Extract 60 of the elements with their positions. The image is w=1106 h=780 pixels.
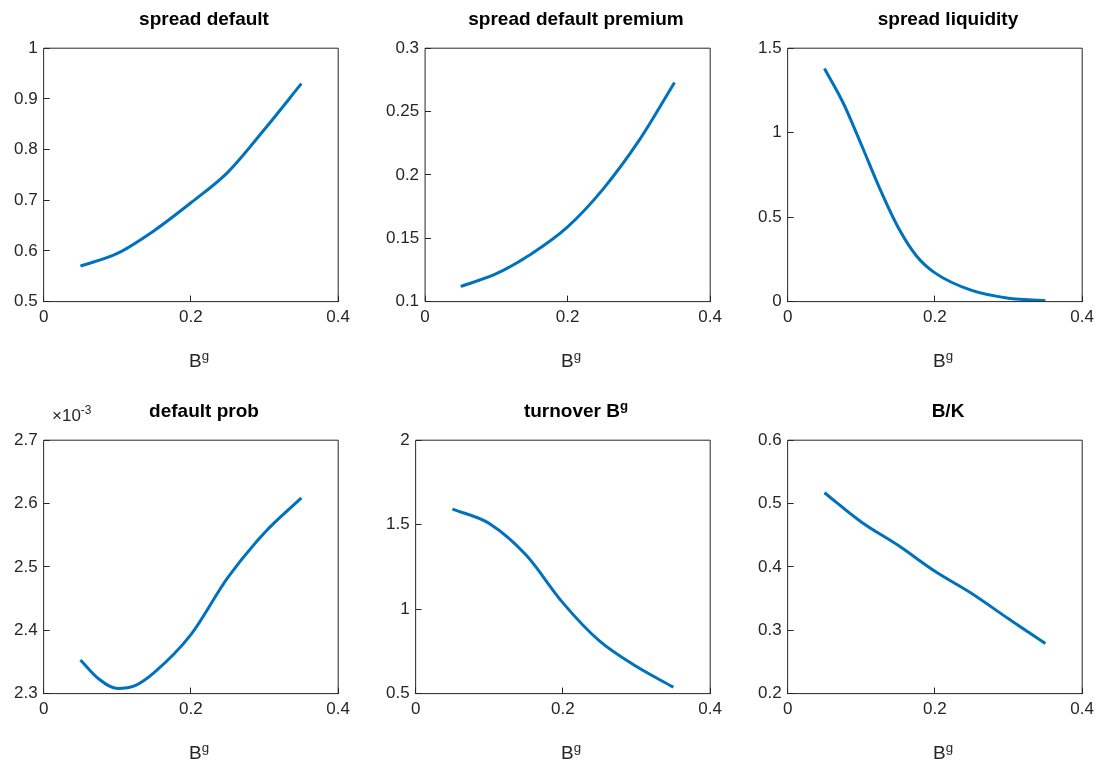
x-tick-label: 0.4 [1070, 699, 1094, 719]
y-tick-label: 0.3 [395, 37, 420, 57]
x-axis-title: B$^{g}$ [187, 347, 211, 372]
x-tick-label: 0.4 [698, 307, 722, 327]
line-series [822, 491, 1047, 646]
line-series [822, 66, 1047, 302]
y-tick-label: 2.3 [13, 683, 38, 703]
chart-title: spread default [138, 8, 270, 30]
y-tick-label: 0.25 [385, 101, 420, 121]
x-tick-label: 0.4 [1070, 307, 1094, 327]
x-axis-title: B$^{g}$ [559, 739, 583, 764]
y-tick-label: 0.5 [13, 291, 38, 311]
y-tick-label: 0.3 [757, 619, 782, 639]
y-tick-label: 1.5 [385, 514, 410, 534]
text: ×10$^{-3}$ [52, 403, 92, 426]
y-tick-label: 2.7 [13, 429, 38, 449]
y-tick-label: 0.4 [757, 556, 782, 576]
x-axis-title: B$^{g}$ [187, 739, 211, 764]
y-tick-label: 0 [772, 291, 782, 311]
x-tick-label: 0.4 [698, 699, 722, 719]
y-tick-label: 0.5 [385, 683, 410, 703]
line-series [450, 507, 675, 689]
y-tick-label: 0.2 [395, 164, 420, 184]
x-tick-label: 0.2 [923, 699, 947, 719]
y-tick-label: 2.4 [13, 619, 38, 639]
y-tick-label: 2.5 [13, 556, 38, 576]
y-tick-label: 0.7 [13, 189, 38, 209]
y-tick-label: 0.8 [13, 139, 38, 159]
y-tick-label: 2.6 [13, 493, 38, 513]
line-series [78, 82, 303, 268]
y-tick-label: 1 [400, 598, 410, 618]
x-axis-title: B$^{g}$ [931, 347, 955, 372]
y-tick-label: 0.1 [395, 291, 420, 311]
chart-title: spread default premium [467, 8, 685, 30]
y-tick-label: 1 [772, 122, 782, 142]
y-tick-label: 0.5 [757, 493, 782, 513]
chart-title: default prob [149, 400, 259, 421]
x-tick-label: 0.4 [326, 307, 350, 327]
y-tick-label: 1 [28, 37, 38, 57]
y-tick-label: 0.6 [757, 429, 782, 449]
chart-title: turnover B$^{g}$ [522, 397, 630, 422]
line-series [78, 496, 303, 691]
x-axis-title: B$^{g}$ [931, 739, 955, 764]
chart-title: spread liquidity [876, 8, 1020, 30]
y-tick-label: 0.6 [13, 240, 38, 260]
x-tick-label: 0.2 [555, 307, 580, 327]
x-tick-label: 0.2 [179, 307, 203, 327]
y-tick-label: 0.15 [385, 227, 420, 247]
y-tick-label: 0.9 [13, 88, 38, 108]
x-tick-label: 0.2 [551, 699, 575, 719]
y-tick-label: 0.2 [757, 683, 782, 703]
chart-title: B/K [930, 400, 966, 422]
x-tick-label: 0.4 [326, 699, 350, 719]
x-tick-label: 0.2 [179, 699, 203, 719]
x-tick-label: 0.2 [923, 307, 947, 327]
line-series [459, 80, 677, 288]
y-tick-label: 2 [400, 429, 410, 449]
x-axis-title: B$^{g}$ [559, 347, 583, 372]
y-tick-label: 1.5 [757, 37, 782, 57]
y-tick-label: 0.5 [757, 206, 782, 226]
